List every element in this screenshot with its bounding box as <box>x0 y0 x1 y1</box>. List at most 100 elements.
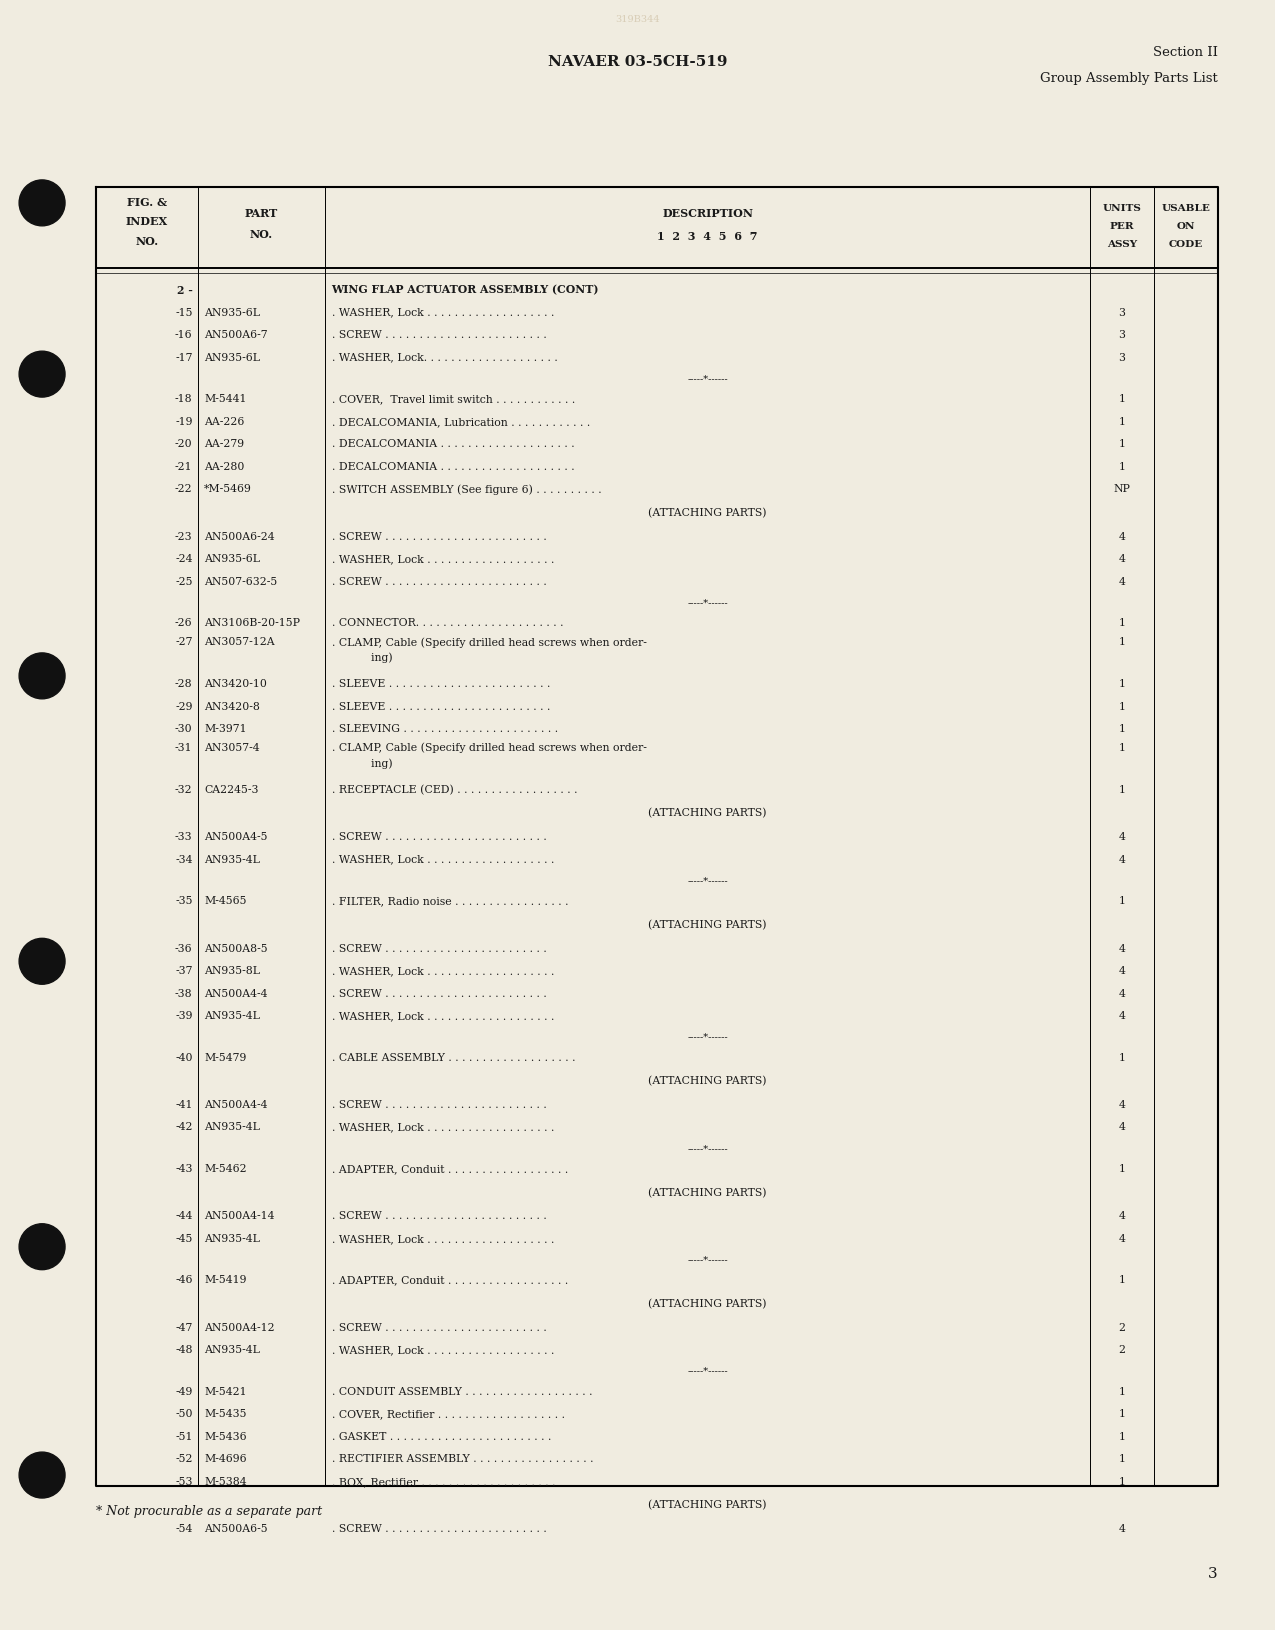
Text: 4: 4 <box>1118 1011 1126 1020</box>
Text: 1: 1 <box>1118 618 1126 628</box>
Text: 4: 4 <box>1118 965 1126 975</box>
Text: -----*------: -----*------ <box>687 875 728 885</box>
Text: 1: 1 <box>1118 1477 1126 1487</box>
Text: AN500A4-4: AN500A4-4 <box>204 1099 268 1110</box>
Text: 4: 4 <box>1118 988 1126 998</box>
Text: ASSY: ASSY <box>1107 240 1137 249</box>
Text: 1: 1 <box>1118 743 1126 753</box>
Text: . SLEEVE . . . . . . . . . . . . . . . . . . . . . . . .: . SLEEVE . . . . . . . . . . . . . . . .… <box>332 678 550 688</box>
Text: 1: 1 <box>1118 1408 1126 1418</box>
Text: . FILTER, Radio noise . . . . . . . . . . . . . . . . .: . FILTER, Radio noise . . . . . . . . . … <box>332 897 567 906</box>
Text: M-5435: M-5435 <box>204 1408 246 1418</box>
Text: USABLE: USABLE <box>1162 204 1210 214</box>
Text: -41: -41 <box>175 1099 193 1110</box>
Text: 4: 4 <box>1118 942 1126 954</box>
Text: 1: 1 <box>1118 784 1126 794</box>
Text: . SCREW . . . . . . . . . . . . . . . . . . . . . . . .: . SCREW . . . . . . . . . . . . . . . . … <box>332 531 546 541</box>
Text: . WASHER, Lock . . . . . . . . . . . . . . . . . . .: . WASHER, Lock . . . . . . . . . . . . .… <box>332 1234 553 1244</box>
Text: 1: 1 <box>1118 1275 1126 1284</box>
Text: INDEX: INDEX <box>125 217 168 227</box>
Text: M-5479: M-5479 <box>204 1051 246 1063</box>
Text: 1: 1 <box>1118 1164 1126 1174</box>
Text: 4: 4 <box>1118 854 1126 864</box>
Text: 1: 1 <box>1118 461 1126 471</box>
Text: 2: 2 <box>1118 1345 1126 1355</box>
Text: ing): ing) <box>357 758 393 769</box>
Text: -51: -51 <box>175 1431 193 1441</box>
Text: . WASHER, Lock . . . . . . . . . . . . . . . . . . .: . WASHER, Lock . . . . . . . . . . . . .… <box>332 554 553 564</box>
Text: DESCRIPTION: DESCRIPTION <box>662 209 754 218</box>
Text: -25: -25 <box>175 577 193 587</box>
Text: -24: -24 <box>175 554 193 564</box>
Text: 4: 4 <box>1118 1234 1126 1244</box>
Text: AN935-6L: AN935-6L <box>204 554 260 564</box>
Text: AN500A4-4: AN500A4-4 <box>204 988 268 998</box>
Text: -46: -46 <box>175 1275 193 1284</box>
Text: M-3971: M-3971 <box>204 724 246 734</box>
Text: 1: 1 <box>1118 724 1126 734</box>
Text: 1: 1 <box>1118 637 1126 647</box>
Text: -27: -27 <box>175 637 193 647</box>
Text: -38: -38 <box>175 988 193 998</box>
Text: . WASHER, Lock . . . . . . . . . . . . . . . . . . .: . WASHER, Lock . . . . . . . . . . . . .… <box>332 965 553 975</box>
Text: 4: 4 <box>1118 531 1126 541</box>
Text: . SCREW . . . . . . . . . . . . . . . . . . . . . . . .: . SCREW . . . . . . . . . . . . . . . . … <box>332 577 546 587</box>
Text: 3: 3 <box>1207 1566 1218 1579</box>
Text: -18: -18 <box>175 394 193 404</box>
Text: -----*------: -----*------ <box>687 1032 728 1040</box>
Text: 3: 3 <box>1118 329 1126 341</box>
Text: -16: -16 <box>175 329 193 341</box>
Text: AN935-8L: AN935-8L <box>204 965 260 975</box>
Text: -43: -43 <box>175 1164 193 1174</box>
Text: . CLAMP, Cable (Specify drilled head screws when order-: . CLAMP, Cable (Specify drilled head scr… <box>332 637 646 647</box>
Text: -22: -22 <box>175 484 193 494</box>
Text: -----*------: -----*------ <box>687 1255 728 1263</box>
Text: AN935-6L: AN935-6L <box>204 308 260 318</box>
Text: NAVAER 03-5CH-519: NAVAER 03-5CH-519 <box>548 55 727 68</box>
Text: 1: 1 <box>1118 1431 1126 1441</box>
Text: . CLAMP, Cable (Specify drilled head screws when order-: . CLAMP, Cable (Specify drilled head scr… <box>332 742 646 753</box>
Text: . SCREW . . . . . . . . . . . . . . . . . . . . . . . .: . SCREW . . . . . . . . . . . . . . . . … <box>332 1099 546 1110</box>
Text: 4: 4 <box>1118 1524 1126 1534</box>
Text: M-5462: M-5462 <box>204 1164 246 1174</box>
Text: . RECEPTACLE (CED) . . . . . . . . . . . . . . . . . .: . RECEPTACLE (CED) . . . . . . . . . . .… <box>332 784 578 794</box>
Text: (ATTACHING PARTS): (ATTACHING PARTS) <box>649 1297 766 1309</box>
Text: ON: ON <box>1177 222 1195 231</box>
Text: 2 -: 2 - <box>177 285 193 295</box>
Text: M-5441: M-5441 <box>204 394 246 404</box>
Text: -26: -26 <box>175 618 193 628</box>
Text: NO.: NO. <box>250 230 273 240</box>
Text: . SCREW . . . . . . . . . . . . . . . . . . . . . . . .: . SCREW . . . . . . . . . . . . . . . . … <box>332 942 546 954</box>
Text: AN935-4L: AN935-4L <box>204 1234 260 1244</box>
Text: AN500A8-5: AN500A8-5 <box>204 942 268 954</box>
Text: *M-5469: *M-5469 <box>204 484 252 494</box>
Text: AN3057-4: AN3057-4 <box>204 743 260 753</box>
Text: 1: 1 <box>1118 701 1126 711</box>
Text: AN935-6L: AN935-6L <box>204 352 260 362</box>
Text: -37: -37 <box>175 965 193 975</box>
Text: . CONNECTOR. . . . . . . . . . . . . . . . . . . . . .: . CONNECTOR. . . . . . . . . . . . . . .… <box>332 618 564 628</box>
Text: -47: -47 <box>175 1322 193 1332</box>
Text: WING FLAP ACTUATOR ASSEMBLY (CONT): WING FLAP ACTUATOR ASSEMBLY (CONT) <box>332 285 599 295</box>
Ellipse shape <box>19 654 65 699</box>
Text: -40: -40 <box>175 1051 193 1063</box>
Text: . SLEEVING . . . . . . . . . . . . . . . . . . . . . . .: . SLEEVING . . . . . . . . . . . . . . .… <box>332 724 557 734</box>
Text: M-5436: M-5436 <box>204 1431 246 1441</box>
Text: . SCREW . . . . . . . . . . . . . . . . . . . . . . . .: . SCREW . . . . . . . . . . . . . . . . … <box>332 1211 546 1221</box>
Text: . DECALCOMANIA, Lubrication . . . . . . . . . . . .: . DECALCOMANIA, Lubrication . . . . . . … <box>332 417 590 427</box>
Text: . WASHER, Lock . . . . . . . . . . . . . . . . . . .: . WASHER, Lock . . . . . . . . . . . . .… <box>332 1345 553 1355</box>
Text: . WASHER, Lock . . . . . . . . . . . . . . . . . . .: . WASHER, Lock . . . . . . . . . . . . .… <box>332 1011 553 1020</box>
Ellipse shape <box>19 352 65 398</box>
Text: -21: -21 <box>175 461 193 471</box>
Text: . SCREW . . . . . . . . . . . . . . . . . . . . . . . .: . SCREW . . . . . . . . . . . . . . . . … <box>332 329 546 341</box>
Text: -----*------: -----*------ <box>687 1143 728 1152</box>
Text: NO.: NO. <box>135 236 158 246</box>
Text: AN500A4-5: AN500A4-5 <box>204 831 268 841</box>
Text: Section II: Section II <box>1153 46 1218 59</box>
Text: Group Assembly Parts List: Group Assembly Parts List <box>1040 72 1218 85</box>
Text: AN500A6-7: AN500A6-7 <box>204 329 268 341</box>
Text: -52: -52 <box>175 1454 193 1464</box>
Text: 1: 1 <box>1118 1051 1126 1063</box>
Text: -17: -17 <box>175 352 193 362</box>
Ellipse shape <box>19 1224 65 1270</box>
